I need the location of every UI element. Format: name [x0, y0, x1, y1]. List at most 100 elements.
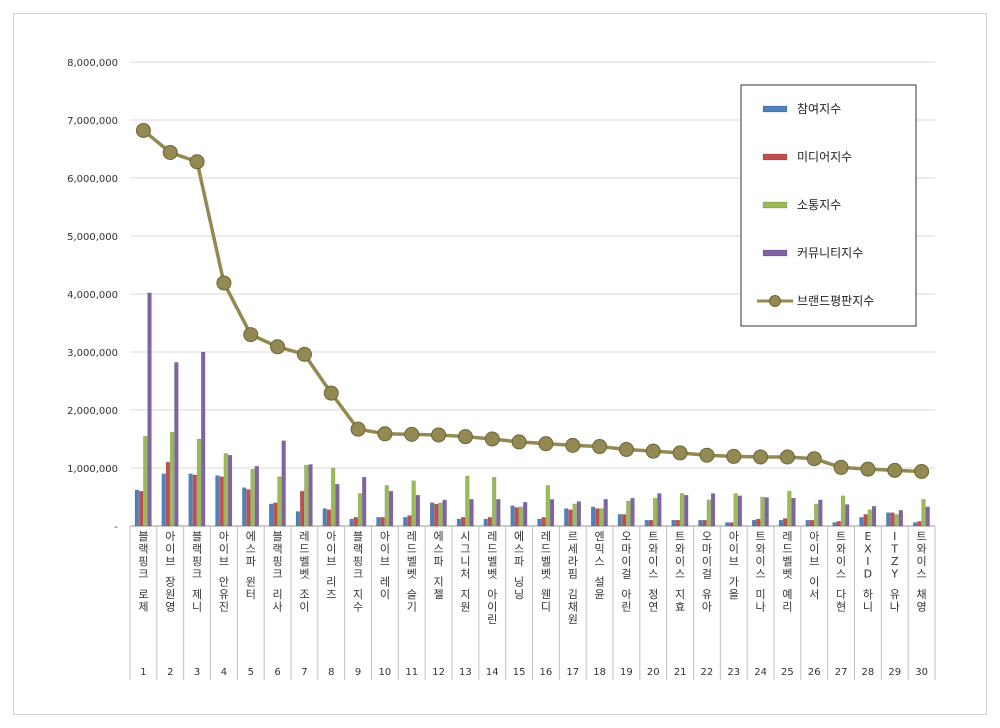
bar-커뮤니티지수: [576, 501, 581, 527]
bar-소통지수: [867, 509, 872, 527]
bar-미디어지수: [165, 462, 171, 527]
bar-커뮤니티지수: [845, 504, 850, 527]
bar-미디어지수: [326, 509, 332, 527]
category-number: 18: [593, 667, 606, 678]
bar-미디어지수: [890, 512, 895, 527]
bar-커뮤니티지수: [603, 499, 608, 527]
category-number: 11: [405, 667, 418, 678]
bar-미디어지수: [622, 514, 627, 527]
bar-커뮤니티지수: [818, 499, 823, 527]
bar-참여지수: [483, 518, 488, 527]
bar-미디어지수: [461, 517, 466, 527]
bar-소통지수: [357, 493, 363, 527]
legend-swatch: [762, 249, 788, 257]
point-브랜드평판지수: [350, 421, 366, 437]
bar-소통지수: [653, 497, 658, 527]
bar-커뮤니티지수: [684, 495, 689, 527]
bar-소통지수: [170, 431, 175, 527]
bar-커뮤니티지수: [281, 440, 286, 527]
category-number: 21: [674, 667, 687, 678]
point-브랜드평판지수: [753, 449, 769, 465]
category-number: 22: [701, 667, 714, 678]
bar-참여지수: [590, 506, 596, 527]
bar-미디어지수: [353, 517, 358, 527]
point-브랜드평판지수: [189, 154, 205, 170]
bar-미디어지수: [300, 491, 305, 527]
category-number: 4: [221, 667, 227, 678]
bar-커뮤니티지수: [657, 493, 662, 527]
category-number: 9: [355, 667, 361, 678]
category-number: 5: [248, 667, 254, 678]
bar-커뮤니티지수: [469, 499, 474, 527]
bar-참여지수: [242, 487, 247, 527]
point-브랜드평판지수: [323, 385, 339, 401]
bar-커뮤니티지수: [496, 499, 501, 527]
bar-미디어지수: [380, 517, 385, 527]
category-number: 30: [915, 667, 928, 678]
point-브랜드평판지수: [296, 346, 312, 362]
point-브랜드평판지수: [565, 437, 581, 453]
bar-소통지수: [706, 499, 711, 527]
point-브랜드평판지수: [806, 451, 822, 467]
legend-label: 참여지수: [797, 102, 841, 116]
bar-커뮤니티지수: [254, 466, 259, 527]
bar-미디어지수: [702, 520, 707, 527]
bar-소통지수: [411, 480, 416, 527]
bar-커뮤니티지수: [362, 477, 367, 527]
category-number: 6: [274, 667, 280, 678]
bar-소통지수: [840, 495, 846, 527]
bar-참여지수: [644, 520, 649, 527]
bar-커뮤니티지수: [174, 362, 179, 527]
bar-미디어지수: [273, 502, 278, 527]
bar-참여지수: [617, 514, 623, 527]
category-number: 28: [862, 667, 875, 678]
bar-소통지수: [492, 477, 497, 527]
y-tick-label: 4,000,000: [67, 290, 118, 301]
point-브랜드평판지수: [699, 447, 715, 463]
bar-소통지수: [733, 493, 738, 527]
point-브랜드평판지수: [431, 427, 447, 443]
point-브랜드평판지수: [592, 439, 608, 455]
category-number: 29: [888, 667, 901, 678]
bar-커뮤니티지수: [201, 351, 206, 527]
bar-소통지수: [572, 503, 577, 527]
category-number: 25: [781, 667, 794, 678]
bar-소통지수: [679, 493, 685, 527]
bar-커뮤니티지수: [764, 497, 769, 527]
bar-참여지수: [429, 502, 435, 527]
category-number: 1: [140, 667, 146, 678]
point-브랜드평판지수: [404, 426, 420, 442]
point-브랜드평판지수: [511, 434, 527, 450]
bar-커뮤니티지수: [630, 497, 635, 527]
bar-커뮤니티지수: [147, 292, 152, 527]
point-브랜드평판지수: [377, 426, 393, 442]
bar-미디어지수: [434, 503, 439, 527]
category-number: 12: [432, 667, 445, 678]
bar-소통지수: [894, 514, 899, 527]
bar-미디어지수: [648, 520, 654, 527]
legend-label: 브랜드평판지수: [797, 294, 874, 308]
bar-소통지수: [465, 475, 470, 527]
bar-소통지수: [760, 496, 765, 527]
bar-참여지수: [859, 517, 864, 527]
legend-marker: [769, 295, 781, 307]
point-브랜드평판지수: [243, 327, 259, 343]
bar-미디어지수: [863, 514, 868, 527]
bar-소통지수: [814, 503, 819, 527]
bar-커뮤니티지수: [791, 497, 796, 527]
bar-소통지수: [331, 467, 336, 527]
